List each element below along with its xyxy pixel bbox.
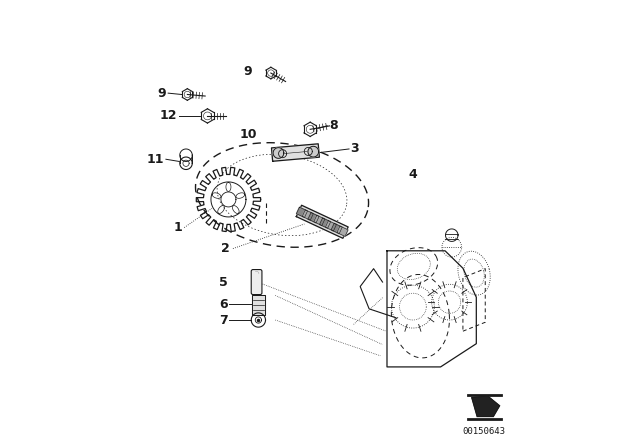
Text: 7: 7 <box>219 314 228 327</box>
Text: 3: 3 <box>350 142 359 155</box>
Text: 9: 9 <box>157 86 166 99</box>
Polygon shape <box>472 396 500 417</box>
Polygon shape <box>271 144 319 161</box>
Text: 8: 8 <box>329 119 337 132</box>
Text: 5: 5 <box>219 276 228 289</box>
Polygon shape <box>331 224 342 234</box>
Polygon shape <box>296 207 308 217</box>
Polygon shape <box>252 296 264 315</box>
Polygon shape <box>325 221 337 231</box>
Polygon shape <box>308 146 319 157</box>
Polygon shape <box>319 218 331 228</box>
Text: 00150643: 00150643 <box>463 427 506 436</box>
Text: 4: 4 <box>408 168 417 181</box>
Polygon shape <box>308 213 319 223</box>
Text: 1: 1 <box>173 221 182 234</box>
Polygon shape <box>273 148 284 158</box>
Text: 2: 2 <box>221 242 230 255</box>
Text: 11: 11 <box>146 153 164 166</box>
Text: 12: 12 <box>159 109 177 122</box>
Polygon shape <box>337 226 348 237</box>
Polygon shape <box>302 210 314 220</box>
Polygon shape <box>296 205 348 238</box>
Text: 6: 6 <box>219 298 228 311</box>
Text: 10: 10 <box>240 128 257 141</box>
Text: 9: 9 <box>243 65 252 78</box>
Polygon shape <box>314 215 325 225</box>
FancyBboxPatch shape <box>252 270 262 295</box>
